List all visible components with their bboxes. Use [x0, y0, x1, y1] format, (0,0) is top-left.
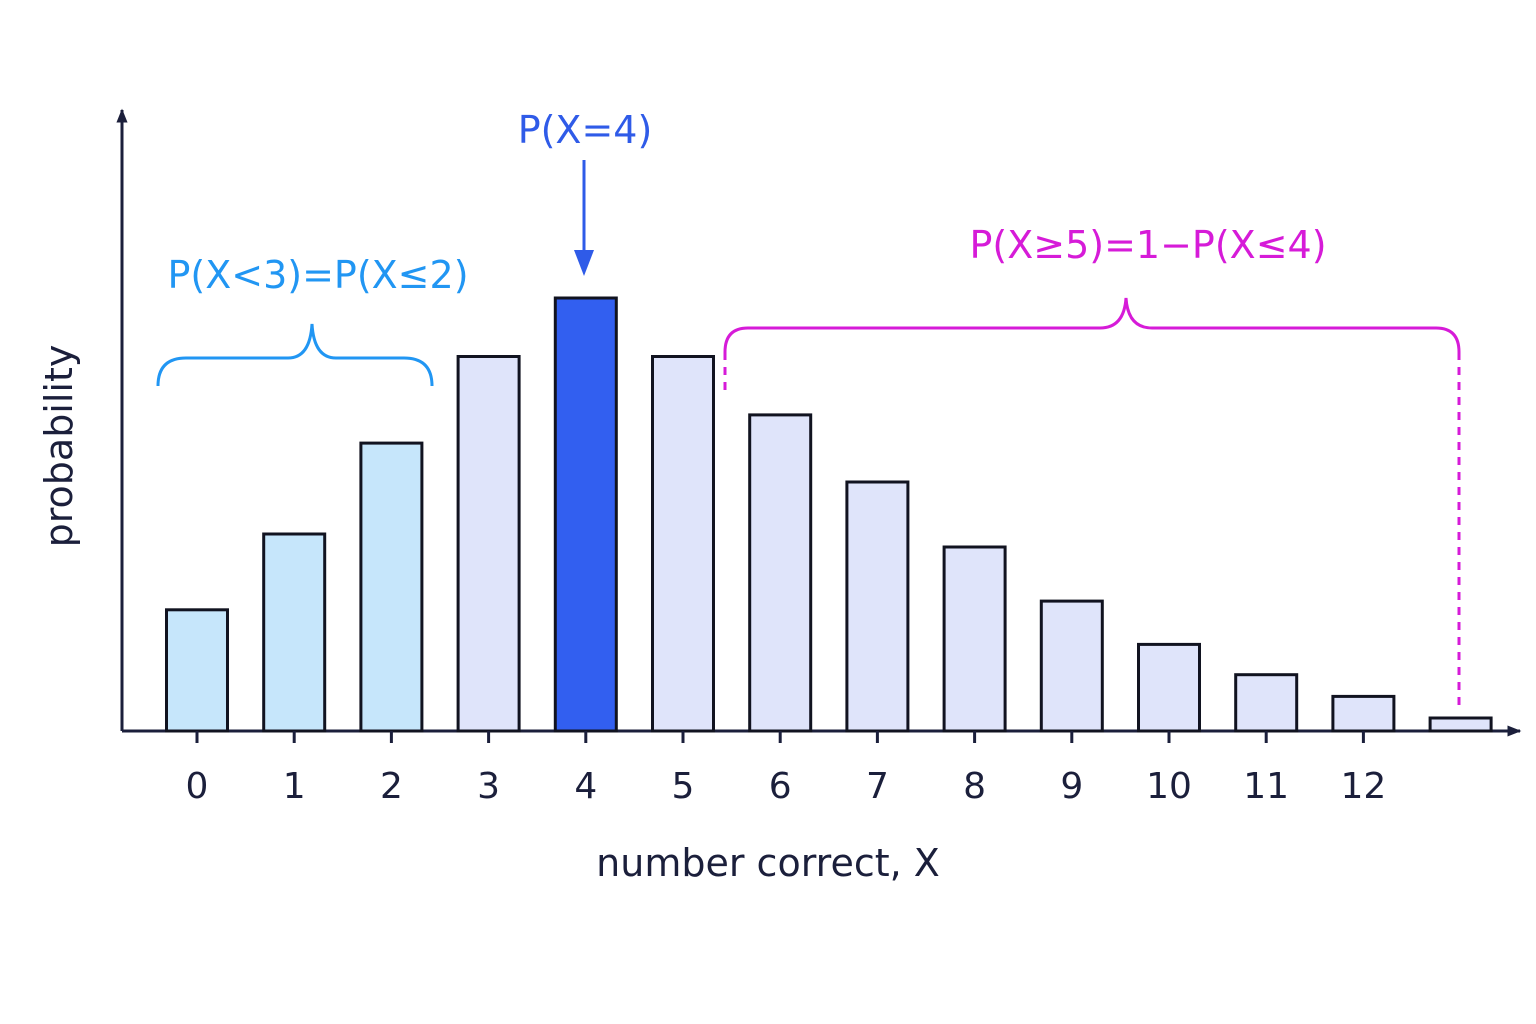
y-axis-title: probability — [37, 345, 81, 548]
x-tick-label-9: 9 — [1060, 766, 1083, 807]
bar-10 — [1137, 642, 1201, 733]
bar-11 — [1234, 673, 1299, 733]
brace-at-least-5 — [723, 297, 1461, 353]
x-tick-label-6: 6 — [769, 766, 792, 807]
x-tick-label-11: 11 — [1243, 766, 1289, 807]
arrow-equal-4-head — [574, 250, 594, 276]
annotation-less-than-3: P(X<3)=P(X≤2) — [167, 253, 468, 297]
brace-less-than-3 — [156, 323, 434, 387]
x-ticks-group — [195, 731, 1365, 743]
bar-0 — [165, 608, 229, 733]
x-tick-label-5: 5 — [672, 766, 695, 807]
x-tick-label-2: 2 — [380, 766, 403, 807]
bar-13 — [1428, 716, 1493, 733]
bar-4 — [553, 296, 618, 733]
x-tick-label-3: 3 — [477, 766, 500, 807]
annotation-equal-4: P(X=4) — [518, 108, 653, 152]
bar-12 — [1331, 694, 1396, 733]
bar-3 — [456, 355, 521, 733]
bar-9 — [1039, 599, 1104, 733]
x-tick-label-0: 0 — [186, 766, 209, 807]
x-tick-label-8: 8 — [963, 766, 986, 807]
x-tick-label-7: 7 — [866, 766, 889, 807]
bar-5 — [651, 355, 715, 733]
x-tick-label-4: 4 — [574, 766, 597, 807]
bar-6 — [748, 413, 813, 733]
annotation-at-least-5: P(X≥5)=1−P(X≤4) — [969, 223, 1326, 267]
bar-1 — [262, 532, 327, 733]
x-axis-title: number correct, X — [596, 841, 940, 885]
bar-8 — [942, 545, 1007, 733]
bars-group — [165, 296, 1493, 733]
bar-2 — [359, 441, 424, 733]
x-tick-label-10: 10 — [1146, 766, 1192, 807]
x-tick-labels-group: 0 1 2 3 4 5 6 7 8 9 10 11 12 — [186, 766, 1387, 807]
x-tick-label-12: 12 — [1340, 766, 1386, 807]
x-tick-label-1: 1 — [283, 766, 306, 807]
bar-7 — [845, 480, 910, 733]
